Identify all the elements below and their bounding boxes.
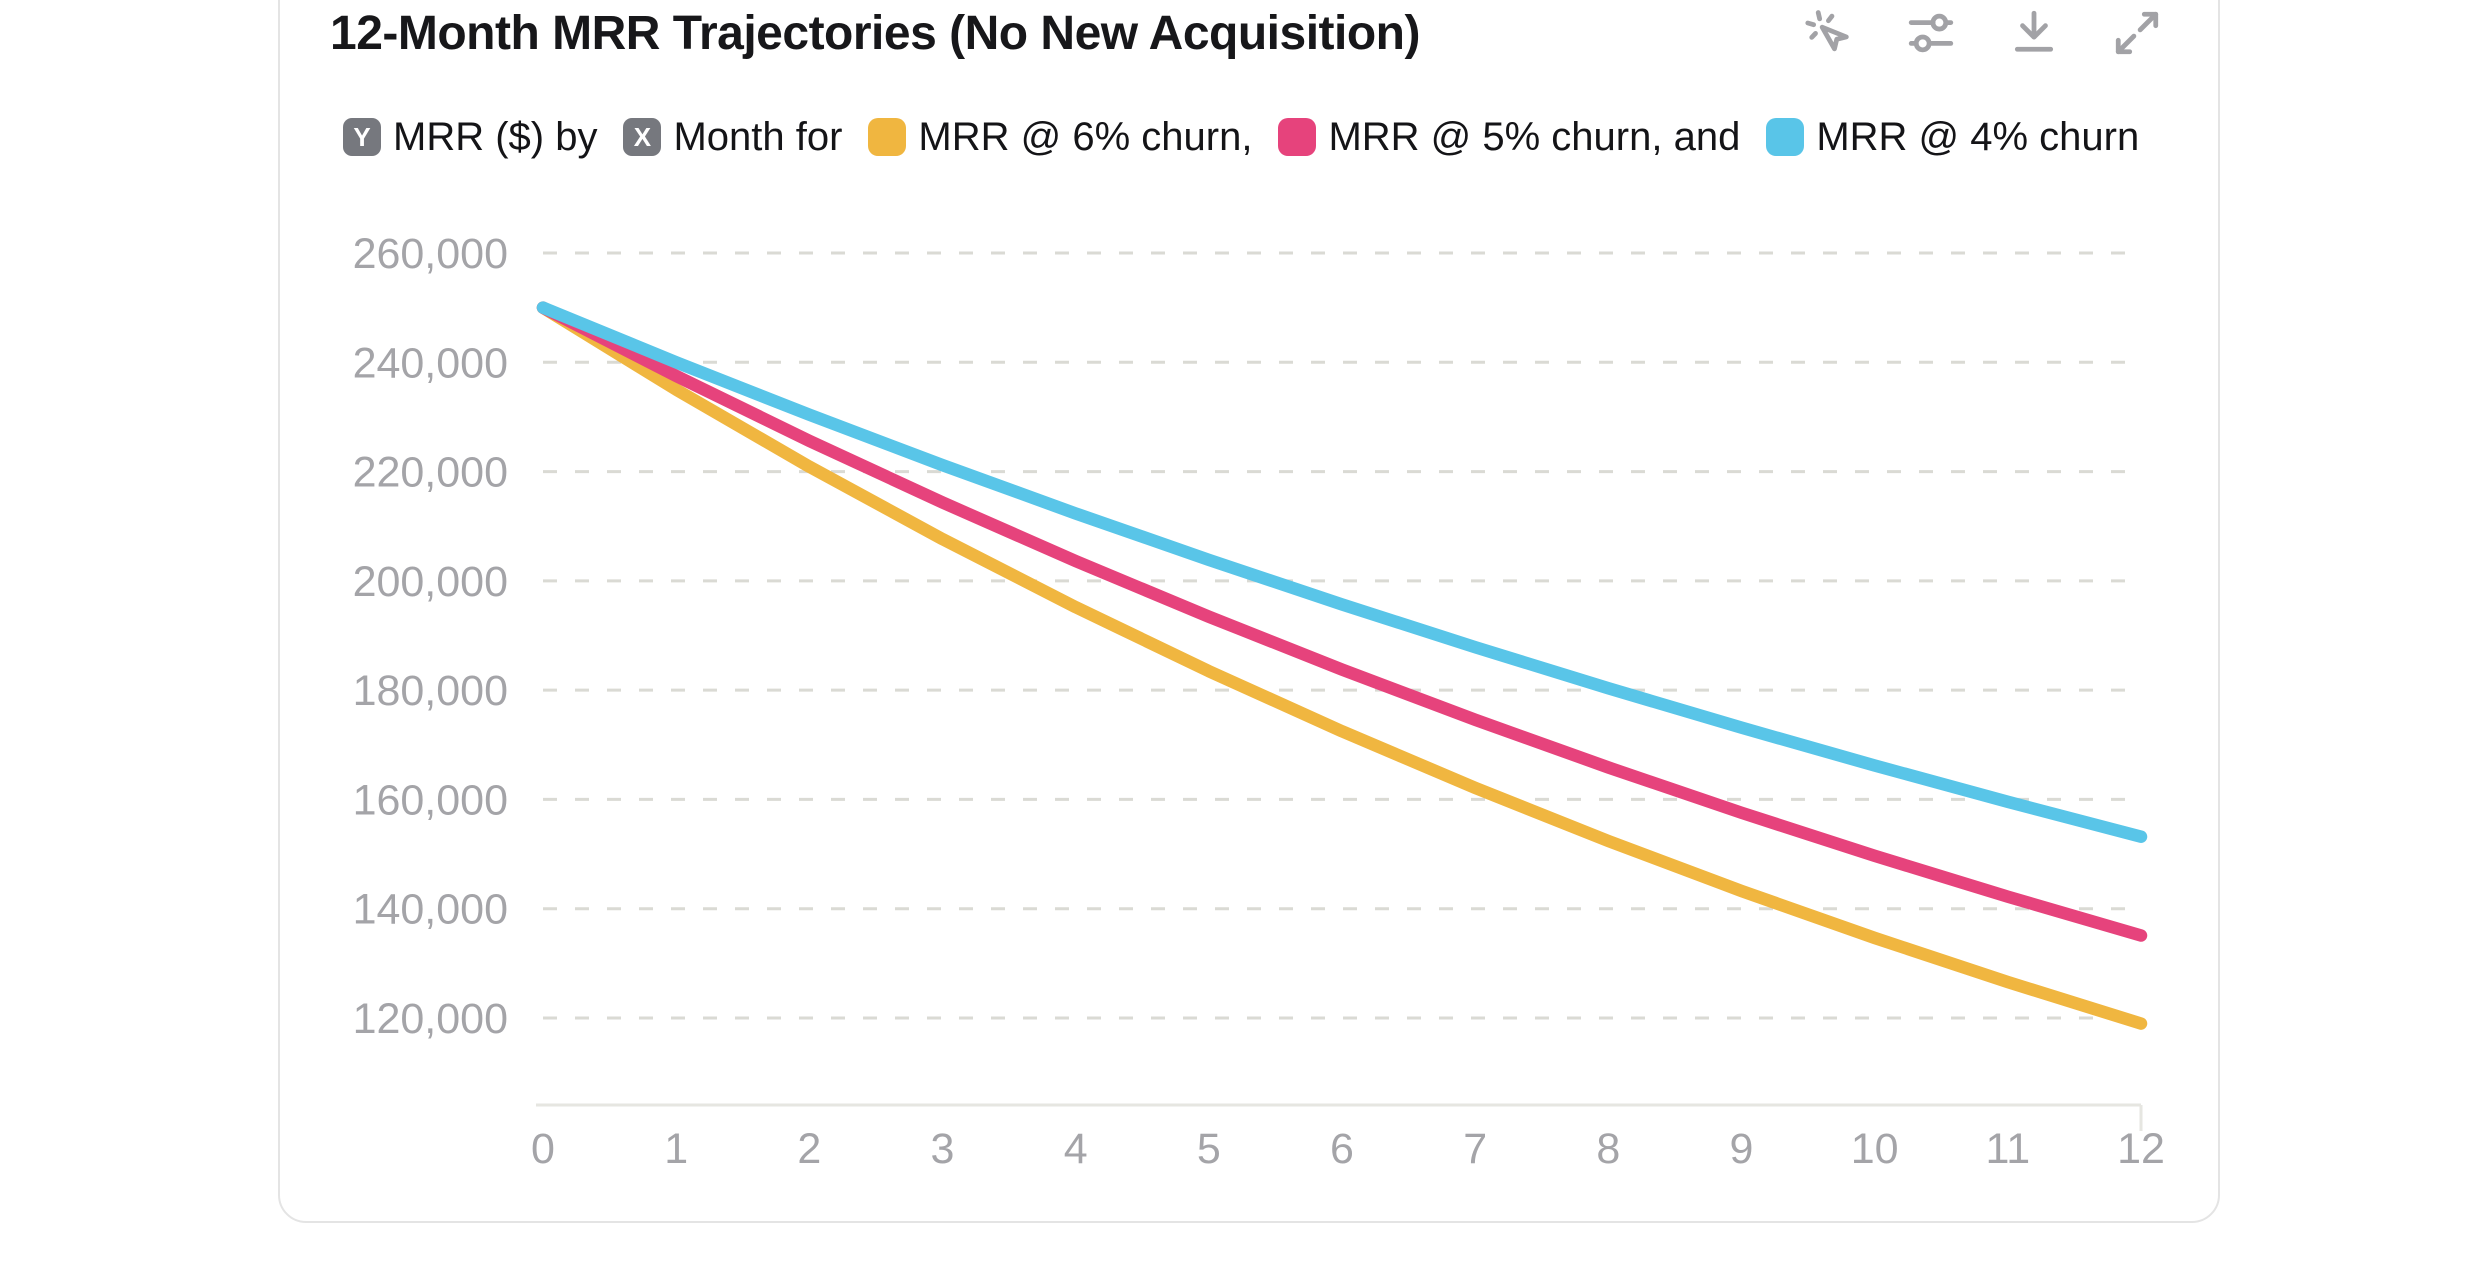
- x-tick-label: 9: [1730, 1125, 1754, 1173]
- x-axis-label: Month for: [673, 114, 843, 159]
- cursor-click-button[interactable]: [1803, 8, 1853, 58]
- x-tick-label: 4: [1064, 1125, 1088, 1173]
- x-tick-label: 6: [1330, 1125, 1354, 1173]
- y-tick-label: 260,000: [353, 230, 508, 278]
- x-tick-label: 10: [1851, 1125, 1899, 1173]
- expand-button[interactable]: [2112, 8, 2162, 58]
- x-tick-label: 1: [664, 1125, 688, 1173]
- y-tick-label: 240,000: [353, 339, 508, 387]
- y-tick-label: 160,000: [353, 776, 508, 824]
- series-swatch-5pct-churn: [1278, 118, 1317, 156]
- x-tick-label: 5: [1197, 1125, 1221, 1173]
- series-line-mrr-6-churn[interactable]: [536, 301, 2148, 1030]
- x-tick-label: 11: [1986, 1125, 2031, 1173]
- y-tick-label: 180,000: [353, 667, 508, 715]
- y-tick-label: 200,000: [353, 558, 508, 606]
- series-label-5pct-churn: MRR @ 5% churn, and: [1328, 114, 1741, 159]
- series-label-6pct-churn: MRR @ 6% churn,: [918, 114, 1253, 159]
- y-tick-label: 140,000: [353, 886, 508, 934]
- download-icon: [2014, 10, 2054, 52]
- download-button[interactable]: [2009, 8, 2059, 58]
- series-label-4pct-churn: MRR @ 4% churn: [1816, 114, 2140, 159]
- x-tick-label: 2: [797, 1125, 821, 1173]
- y-tick-label: 120,000: [353, 995, 508, 1043]
- x-tick-label: 12: [2117, 1125, 2165, 1173]
- chart-legend: Y MRR ($) by X Month for MRR @ 6% churn,…: [343, 114, 2139, 160]
- series-swatch-4pct-churn: [1766, 118, 1805, 156]
- sliders-icon: [1908, 13, 1954, 53]
- expand-icon: [2115, 11, 2159, 55]
- y-tick-label: 220,000: [353, 449, 508, 497]
- y-axis-label: MRR ($) by: [393, 114, 598, 159]
- chart-title: 12-Month MRR Trajectories (No New Acquis…: [330, 7, 1420, 60]
- x-tick-label: 0: [531, 1125, 555, 1173]
- x-tick-label: 8: [1596, 1125, 1620, 1173]
- settings-button[interactable]: [1906, 8, 1956, 58]
- x-axis-badge: X: [623, 118, 662, 156]
- series-line-mrr-5-churn[interactable]: [536, 301, 2148, 942]
- y-axis-badge: Y: [343, 118, 381, 156]
- cursor-click-icon: [1805, 10, 1849, 52]
- series-line-mrr-4-churn[interactable]: [536, 301, 2148, 843]
- series-swatch-6pct-churn: [868, 118, 907, 156]
- x-tick-label: 7: [1463, 1125, 1487, 1173]
- chart-toolbar: [1803, 8, 2162, 58]
- x-tick-label: 3: [931, 1125, 955, 1173]
